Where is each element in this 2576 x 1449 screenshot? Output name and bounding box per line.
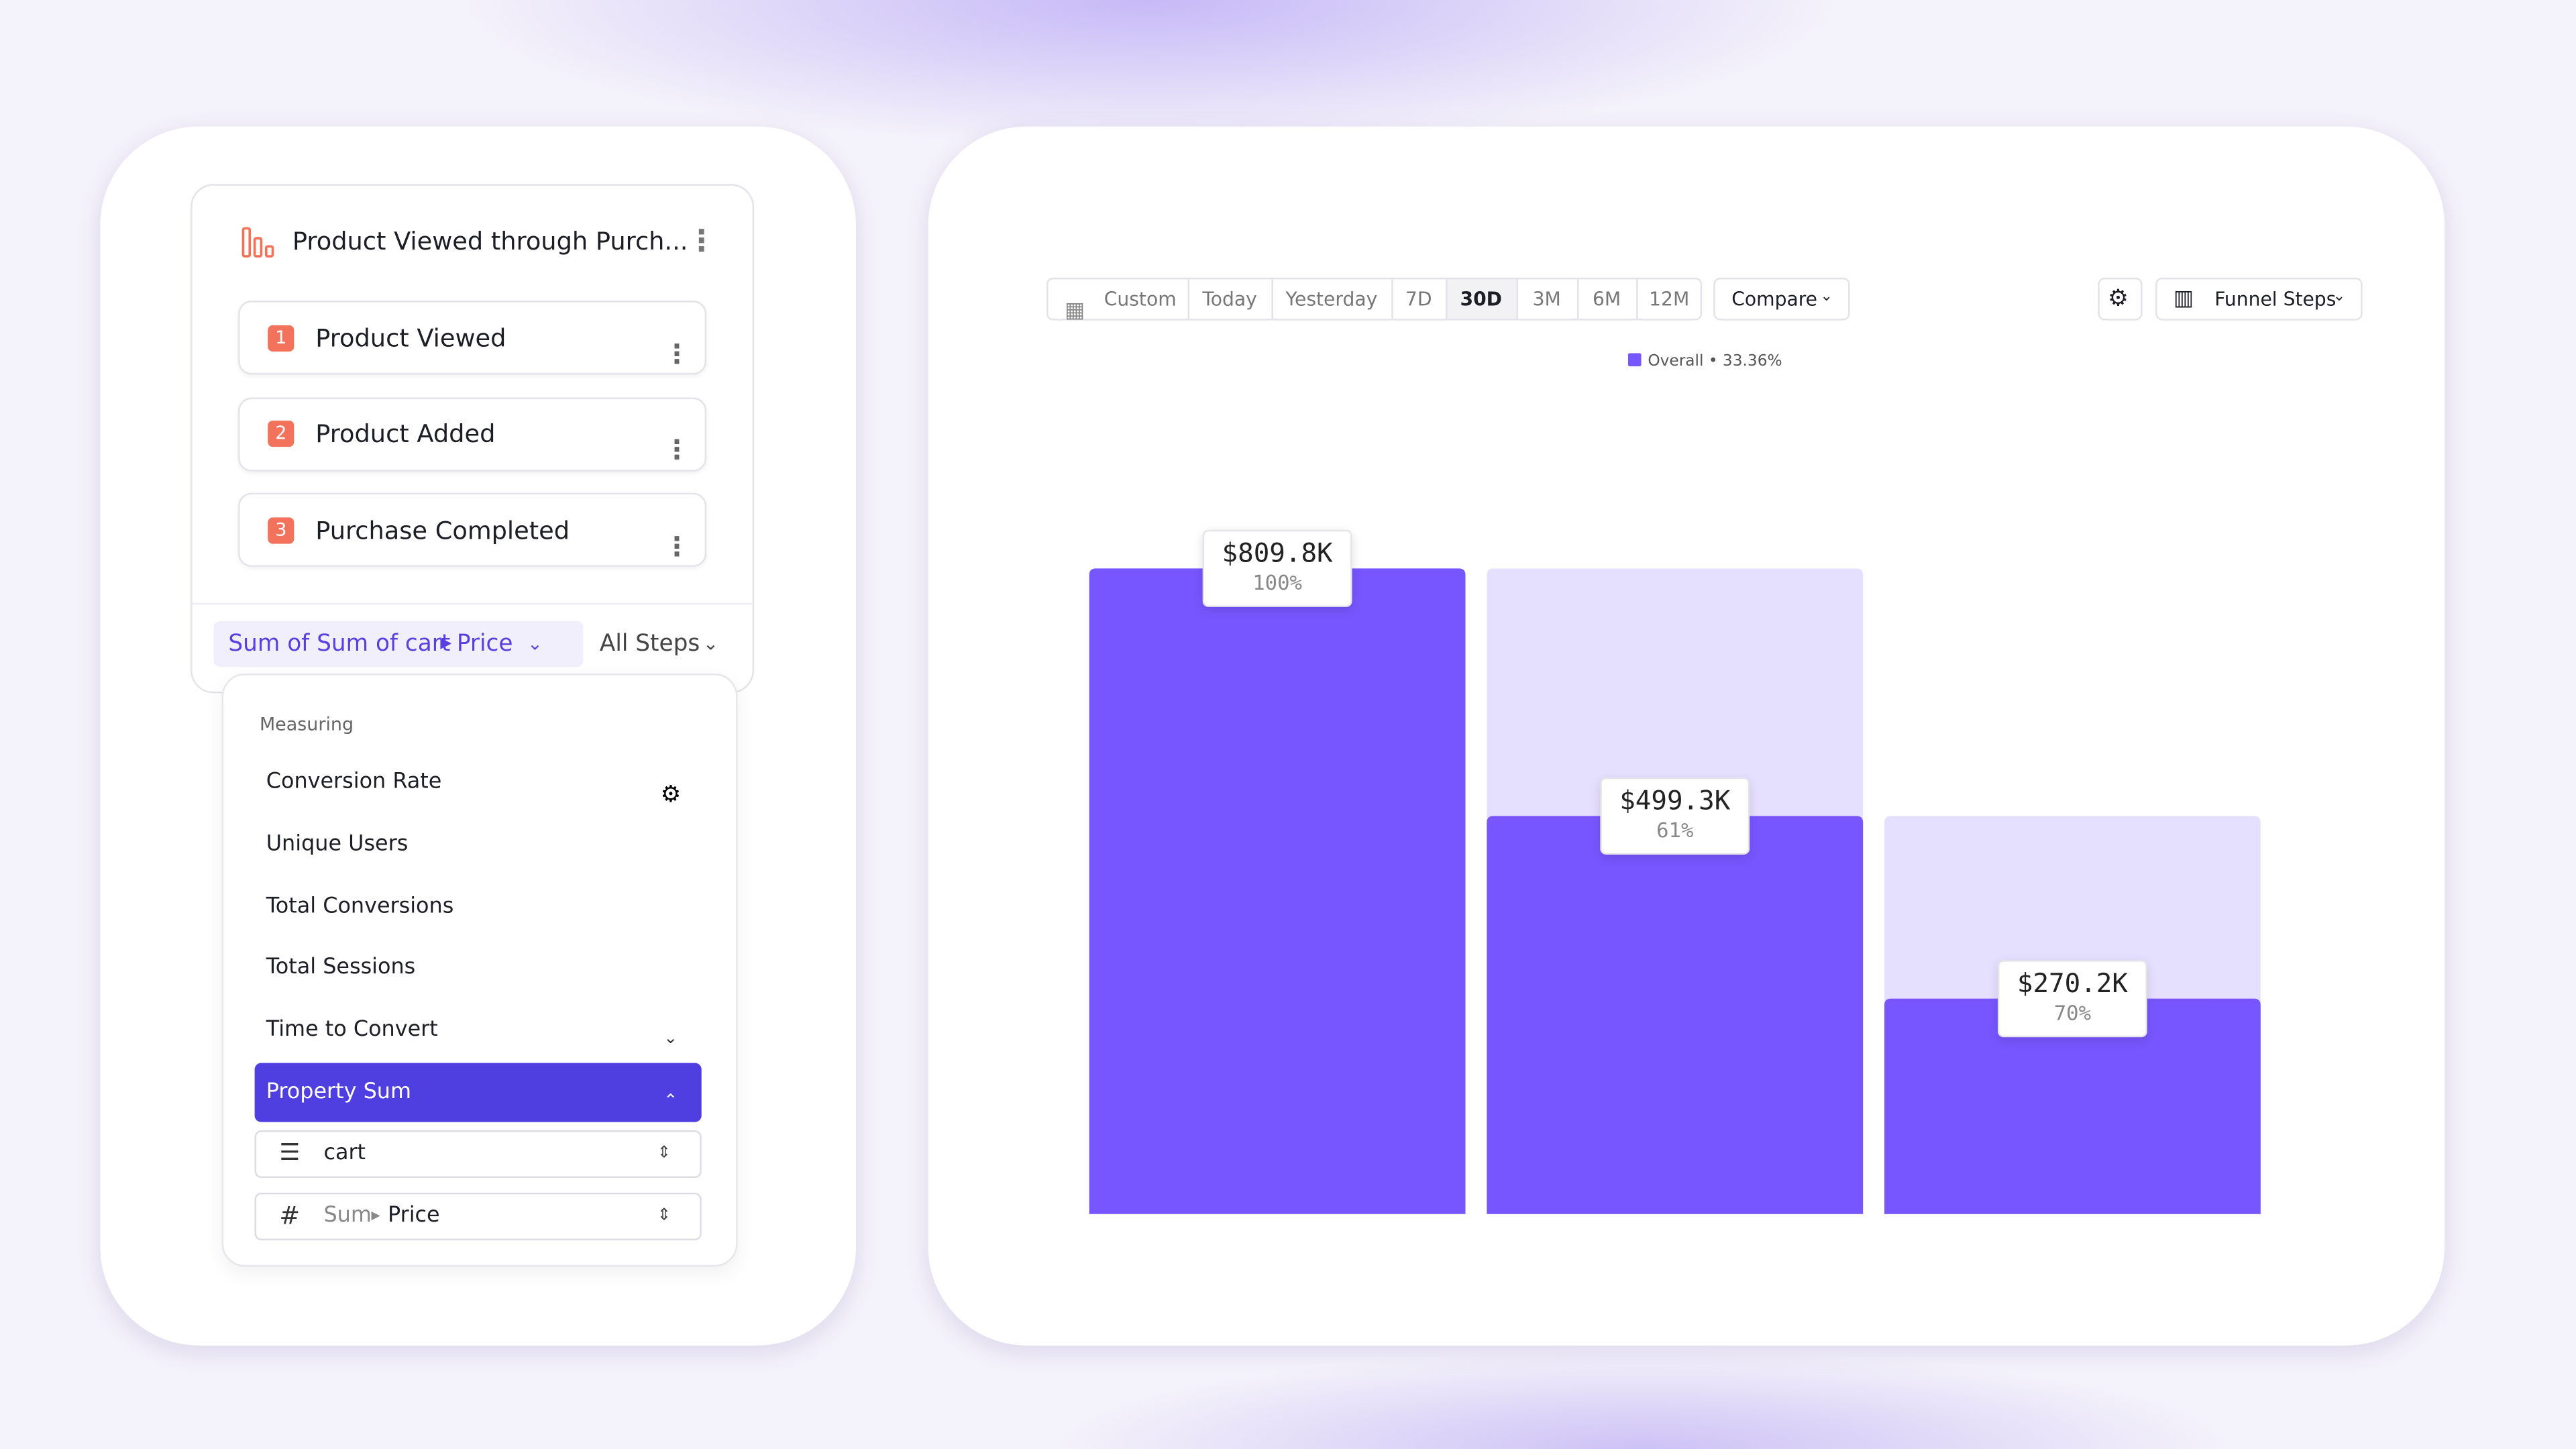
- more-button[interactable]: ⋮: [663, 337, 690, 369]
- range-active-bg: [1446, 279, 1517, 319]
- conversion-label: 100%: [1252, 572, 1302, 595]
- bars-icon: ▥: [2174, 286, 2194, 312]
- chevron: ⌃: [663, 1092, 678, 1111]
- event-select[interactable]: [254, 1130, 702, 1178]
- measure-property: Price: [456, 631, 513, 657]
- separator: [1577, 279, 1579, 319]
- more-button[interactable]: ⋮: [663, 433, 690, 466]
- conversion-label: 61%: [1656, 819, 1693, 843]
- more-button[interactable]: ⋮: [663, 529, 690, 561]
- date-range-group: [1046, 277, 1703, 321]
- date-range[interactable]: 7D: [1405, 287, 1432, 311]
- divider: [192, 602, 753, 605]
- view-button[interactable]: [2155, 277, 2363, 321]
- step-box[interactable]: [238, 396, 707, 471]
- chevron: ⌄: [527, 633, 543, 655]
- value-label: $809.8K: [1222, 539, 1334, 569]
- gear-icon: ⚙: [2108, 286, 2129, 313]
- menu-option[interactable]: Total Conversions: [266, 894, 454, 919]
- scope[interactable]: All Steps: [599, 631, 700, 657]
- more-button[interactable]: ⋮: [686, 224, 716, 259]
- date-range[interactable]: 12M: [1649, 287, 1690, 311]
- gear-icon: ⚙: [660, 782, 682, 808]
- funnel-icon: [241, 227, 274, 258]
- settings-button[interactable]: [2098, 277, 2143, 321]
- property-name: Price: [387, 1203, 440, 1228]
- label-box: [1202, 529, 1352, 607]
- chevron: ⌄: [703, 633, 718, 655]
- bar: [1884, 998, 2261, 1214]
- measure-menu: [221, 674, 738, 1267]
- compare-label: Compare: [1731, 287, 1818, 311]
- separator: [1636, 279, 1638, 319]
- aggregation: Sum: [323, 1203, 372, 1228]
- value-label: $270.2K: [2017, 969, 2129, 999]
- value-label: $499.3K: [1619, 786, 1731, 816]
- arrow-icon: ▶: [371, 1209, 380, 1223]
- step-number: 2: [268, 420, 294, 447]
- label-box: [1600, 777, 1750, 855]
- date-range[interactable]: Custom: [1104, 287, 1177, 311]
- measure-pill[interactable]: [213, 621, 584, 667]
- calendar-icon: ▦: [1064, 299, 1085, 324]
- step-box[interactable]: [238, 492, 707, 567]
- chevron: ⌄: [1820, 289, 1833, 306]
- label-box: [1997, 960, 2147, 1038]
- conversion-label: 70%: [2054, 1002, 2091, 1026]
- date-range[interactable]: 30D: [1460, 287, 1503, 311]
- option-selected-bg[interactable]: [254, 1063, 702, 1122]
- menu-option[interactable]: Conversion Rate: [266, 769, 442, 795]
- updown-icon: ⇕: [657, 1144, 672, 1163]
- legend-swatch: [1627, 353, 1642, 367]
- bar: [1089, 568, 1466, 1214]
- compare-button[interactable]: [1713, 277, 1850, 321]
- separator: [1271, 279, 1273, 319]
- menu-option[interactable]: Time to Convert: [266, 1018, 438, 1043]
- measure-prefix: Sum of Sum of cart: [228, 631, 451, 657]
- query-title: Product Viewed through Purch...: [292, 226, 688, 257]
- menu-option[interactable]: Total Sessions: [266, 956, 416, 981]
- updown-icon: ⇕: [657, 1206, 672, 1225]
- list-icon: ☰: [279, 1140, 301, 1167]
- date-range[interactable]: Today: [1202, 287, 1257, 311]
- step-label: Product Viewed: [315, 323, 506, 353]
- date-range[interactable]: 6M: [1592, 287, 1621, 311]
- step-label: Product Added: [315, 419, 496, 449]
- chevron: ⌄: [2332, 289, 2346, 306]
- view-label: Funnel Steps: [2214, 287, 2337, 311]
- separator: [1446, 279, 1448, 319]
- hash-icon: #: [279, 1201, 301, 1231]
- property-select[interactable]: [254, 1192, 702, 1240]
- separator: [1187, 279, 1190, 319]
- step-number: 3: [268, 517, 294, 543]
- separator: [1391, 279, 1393, 319]
- menu-option[interactable]: Unique Users: [266, 831, 409, 857]
- menu-option[interactable]: Property Sum: [266, 1080, 411, 1105]
- menu-heading: Measuring: [259, 714, 354, 735]
- date-range[interactable]: 3M: [1532, 287, 1561, 311]
- arrow-icon: ▶: [440, 635, 452, 653]
- legend-label: Overall • 33.36%: [1648, 352, 1782, 370]
- date-range[interactable]: Yesterday: [1285, 287, 1378, 311]
- step-number: 1: [268, 324, 294, 351]
- event-name: cart: [323, 1140, 366, 1166]
- step-box[interactable]: [238, 301, 707, 375]
- bar: [1487, 816, 1864, 1214]
- chevron: ⌄: [663, 1030, 678, 1049]
- separator: [1516, 279, 1518, 319]
- step-label: Purchase Completed: [315, 515, 570, 545]
